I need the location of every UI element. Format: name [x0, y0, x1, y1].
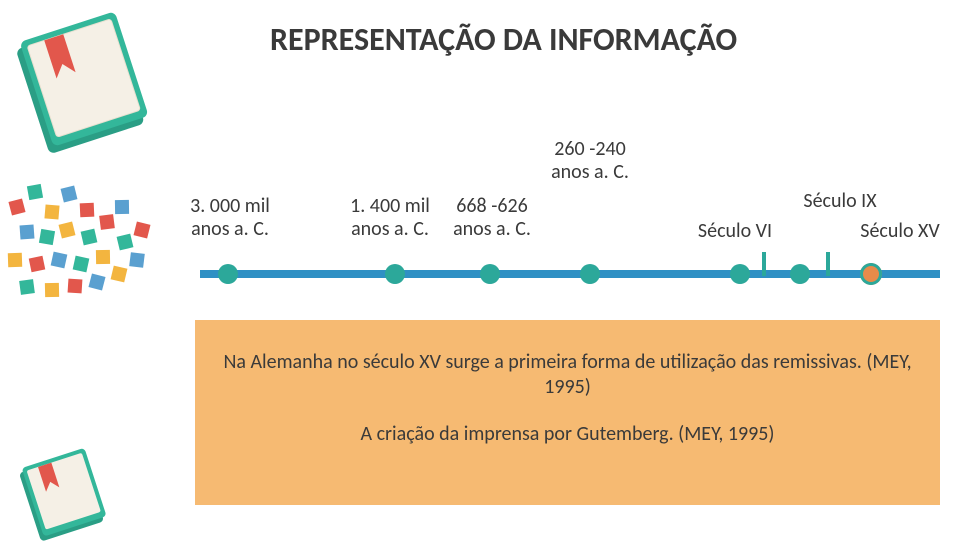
label-text: 3. 000 mil [190, 194, 270, 218]
timeline-dot [385, 264, 405, 284]
timeline-dot [860, 263, 882, 285]
confetti-square [81, 229, 98, 246]
confetti-square [96, 250, 110, 264]
confetti-square [20, 225, 35, 240]
timeline [200, 260, 940, 290]
book-icon [10, 440, 120, 550]
confetti-square [68, 279, 83, 294]
confetti-square [73, 256, 90, 273]
confetti-square [117, 234, 134, 251]
timeline-label: Século IX [790, 190, 890, 213]
confetti-square [8, 253, 22, 267]
timeline-dot [480, 264, 500, 284]
timeline-tick [762, 252, 766, 276]
confetti-square [129, 252, 145, 268]
description-text: A criação da imprensa por Gutemberg. (ME… [223, 422, 912, 447]
confetti-decor [0, 175, 200, 305]
confetti-square [111, 266, 128, 283]
confetti-square [80, 203, 95, 218]
label-text: 260 -240 [554, 137, 625, 161]
label-text: anos a. C. [351, 217, 429, 241]
confetti-square [59, 222, 76, 239]
confetti-square [44, 204, 59, 219]
timeline-label: 3. 000 mil anos a. C. [175, 195, 285, 241]
description-text: Na Alemanha no século XV surge a primeir… [223, 350, 912, 400]
confetti-square [134, 222, 151, 239]
timeline-label: 668 -626 anos a. C. [442, 195, 542, 241]
confetti-square [51, 252, 68, 269]
timeline-dot [790, 264, 810, 284]
label-text: 1. 400 mil [350, 194, 430, 218]
timeline-dot [730, 264, 750, 284]
confetti-square [8, 198, 25, 215]
confetti-square [29, 256, 46, 273]
confetti-square [27, 184, 43, 200]
confetti-square [88, 273, 105, 290]
label-text: anos a. C. [453, 217, 531, 241]
timeline-dot [218, 264, 238, 284]
confetti-square [61, 186, 78, 203]
confetti-square [45, 283, 59, 297]
timeline-tick [826, 252, 830, 276]
timeline-label: 1. 400 mil anos a. C. [335, 195, 445, 241]
timeline-label: Século VI [685, 220, 785, 243]
confetti-square [39, 229, 55, 245]
confetti-square [99, 214, 115, 230]
label-text: anos a. C. [551, 160, 629, 184]
confetti-square [19, 279, 35, 295]
confetti-square [115, 200, 129, 214]
timeline-label: Século XV [850, 220, 950, 243]
label-text: 668 -626 [456, 194, 527, 218]
page-title: REPRESENTAÇÃO DA INFORMAÇÃO [270, 20, 737, 59]
timeline-dot [580, 264, 600, 284]
timeline-label: 260 -240 anos a. C. [540, 138, 640, 184]
book-icon [0, 0, 170, 170]
label-text: anos a. C. [191, 217, 269, 241]
description-box: Na Alemanha no século XV surge a primeir… [195, 320, 940, 505]
